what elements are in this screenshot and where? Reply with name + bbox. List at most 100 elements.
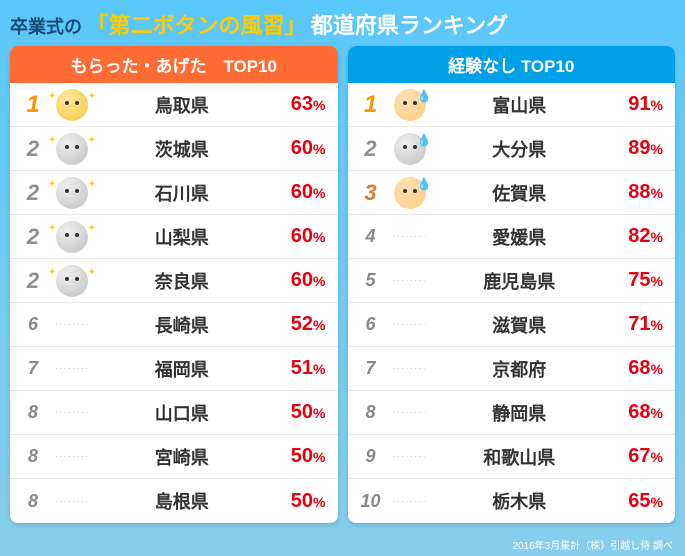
rank-number: 3: [356, 180, 386, 206]
prefecture-name: 栃木県: [434, 488, 606, 514]
rank-number: 2: [356, 136, 386, 162]
ranking-row: 7 ········ 福岡県51%: [10, 347, 338, 391]
rank-icon-slot: ✦✦: [48, 133, 96, 165]
prefecture-name: 山口県: [96, 400, 268, 426]
prefecture-name: 富山県: [434, 92, 606, 118]
rank-number: 8: [18, 402, 48, 423]
rank-icon-slot: 💧: [386, 89, 434, 121]
rank-number: 2: [18, 136, 48, 162]
ranking-row: 2 💧 大分県89%: [348, 127, 676, 171]
panels-container: もらった・あげた TOP10 1✦✦鳥取県63%2✦✦茨城県60%2✦✦石川県6…: [0, 46, 685, 523]
prefecture-name: 大分県: [434, 136, 606, 162]
dots-icon: ········: [392, 363, 427, 374]
rank-icon-slot: ········: [386, 451, 434, 462]
rank-number: 8: [18, 491, 48, 512]
ranking-row: 8········静岡県68%: [348, 391, 676, 435]
ranking-row: 6········長崎県52%: [10, 303, 338, 347]
dots-icon: ········: [55, 496, 90, 507]
dots-icon: ········: [392, 407, 427, 418]
prefecture-name: 茨城県: [96, 136, 268, 162]
face-silver-icon: ✦✦: [56, 221, 88, 253]
dots-icon: ········: [392, 319, 427, 330]
header-suffix: 都道府県ランキング: [311, 13, 508, 38]
rank-number: 6: [18, 314, 48, 335]
rank-number: 9: [356, 446, 386, 467]
rank-icon-slot: ········: [48, 496, 96, 507]
ranking-row: 2✦✦奈良県60%: [10, 259, 338, 303]
rank-icon-slot: ········: [48, 319, 96, 330]
prefecture-name: 宮崎県: [96, 444, 268, 470]
rank-icon-slot: ········: [386, 275, 434, 286]
prefecture-name: 佐賀県: [434, 180, 606, 206]
header-prefix: 卒業式の: [10, 17, 82, 37]
rank-number: 7: [18, 358, 48, 379]
face-sad-silver-icon: 💧: [394, 133, 426, 165]
ranking-row: 2 ✦✦ 石川県60%: [10, 171, 338, 215]
percent-value: 68%: [605, 357, 663, 380]
ranking-row: 1✦✦鳥取県63%: [10, 83, 338, 127]
rank-icon-slot: ········: [386, 407, 434, 418]
face-silver-icon: ✦✦: [56, 177, 88, 209]
face-silver-icon: ✦✦: [56, 265, 88, 297]
rank-icon-slot: ✦✦: [48, 221, 96, 253]
rank-number: 1: [356, 91, 386, 119]
rank-number: 6: [356, 314, 386, 335]
percent-value: 60%: [268, 269, 326, 292]
percent-value: 52%: [268, 313, 326, 336]
percent-value: 75%: [605, 269, 663, 292]
left-rows: 1✦✦鳥取県63%2✦✦茨城県60%2✦✦石川県60%2✦✦山梨県60%2✦✦奈…: [10, 83, 338, 523]
dots-icon: ········: [55, 451, 90, 462]
rank-icon-slot: ········: [386, 231, 434, 242]
face-gold-icon: ✦✦: [56, 89, 88, 121]
prefecture-name: 奈良県: [96, 268, 268, 294]
dots-icon: ········: [392, 231, 427, 242]
percent-value: 51%: [268, 357, 326, 380]
ranking-row: 7········京都府68%: [348, 347, 676, 391]
prefecture-name: 福岡県: [96, 356, 268, 382]
percent-value: 67%: [605, 445, 663, 468]
rank-icon-slot: ········: [386, 319, 434, 330]
right-panel: 経験なし TOP10 1💧富山県91%2💧大分県89%3💧佐賀県88%4····…: [348, 46, 676, 523]
percent-value: 89%: [605, 137, 663, 160]
rank-icon-slot: 💧: [386, 177, 434, 209]
percent-value: 71%: [605, 313, 663, 336]
percent-value: 60%: [268, 137, 326, 160]
prefecture-name: 石川県: [96, 180, 268, 206]
rank-number: 2: [18, 224, 48, 250]
ranking-row: 10········栃木県65%: [348, 479, 676, 523]
rank-icon-slot: ········: [48, 407, 96, 418]
ranking-row: 2✦✦山梨県60%: [10, 215, 338, 259]
footer-credit: 2016年3月集計（株）引越し侍 調べ: [512, 537, 673, 552]
prefecture-name: 長崎県: [96, 312, 268, 338]
face-sad-icon: 💧: [394, 177, 426, 209]
rank-icon-slot: 💧: [386, 133, 434, 165]
right-panel-header: 経験なし TOP10: [348, 46, 676, 83]
prefecture-name: 島根県: [96, 488, 268, 514]
ranking-row: 5········鹿児島県75%: [348, 259, 676, 303]
left-panel: もらった・あげた TOP10 1✦✦鳥取県63%2✦✦茨城県60%2✦✦石川県6…: [10, 46, 338, 523]
rank-icon-slot: ········: [386, 363, 434, 374]
rank-number: 8: [356, 402, 386, 423]
percent-value: 91%: [605, 93, 663, 116]
percent-value: 50%: [268, 401, 326, 424]
percent-value: 82%: [605, 225, 663, 248]
prefecture-name: 山梨県: [96, 224, 268, 250]
ranking-row: 8 ········ 山口県50%: [10, 391, 338, 435]
rank-number: 7: [356, 358, 386, 379]
rank-number: 10: [356, 491, 386, 512]
prefecture-name: 鳥取県: [96, 92, 268, 118]
ranking-row: 2✦✦茨城県60%: [10, 127, 338, 171]
percent-value: 50%: [268, 445, 326, 468]
ranking-row: 3 💧 佐賀県88%: [348, 171, 676, 215]
rank-number: 2: [18, 180, 48, 206]
ranking-row: 8········島根県50%: [10, 479, 338, 523]
prefecture-name: 静岡県: [434, 400, 606, 426]
ranking-row: 9········和歌山県67%: [348, 435, 676, 479]
percent-value: 60%: [268, 181, 326, 204]
rank-icon-slot: ········: [48, 451, 96, 462]
dots-icon: ········: [55, 363, 90, 374]
dots-icon: ········: [55, 407, 90, 418]
percent-value: 88%: [605, 181, 663, 204]
rank-icon-slot: ········: [386, 496, 434, 507]
page-header: 卒業式の 「第二ボタンの風習」 都道府県ランキング: [0, 0, 685, 46]
